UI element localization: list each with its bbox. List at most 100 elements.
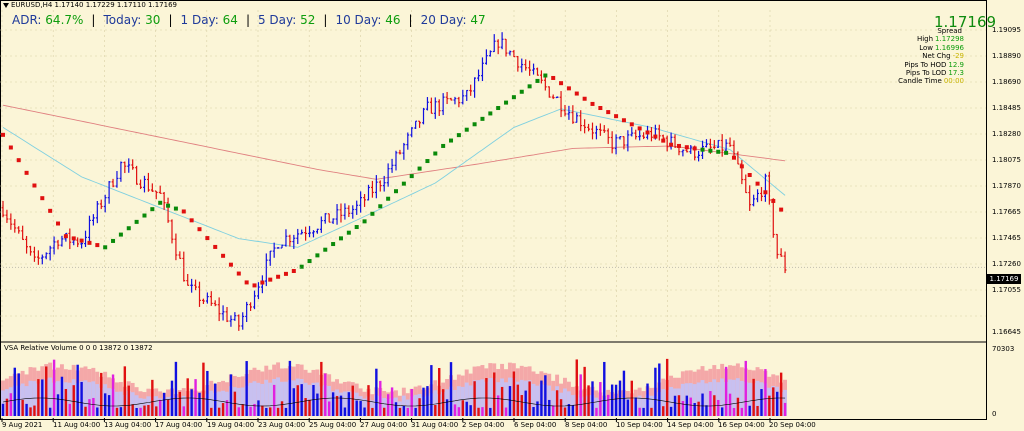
volume-bar: [736, 397, 740, 416]
volume-bar: [422, 387, 425, 416]
trend-dot: [394, 189, 398, 194]
trend-dot: [621, 118, 626, 123]
volume-bar: [76, 364, 79, 416]
volume-bar: [379, 380, 382, 416]
volume-average-bar: [276, 377, 281, 416]
time-axis-label: 25 Aug 04:00: [309, 421, 357, 429]
trend-dot: [354, 225, 359, 230]
volume-bar: [461, 400, 465, 416]
time-axis-label: 17 Aug 04:00: [155, 421, 203, 429]
time-axis-label: 2 Sep 04:00: [462, 421, 505, 429]
trend-dot: [103, 245, 108, 250]
volume-average-bar: [562, 388, 567, 416]
volume-bar: [595, 407, 598, 416]
volume-average-bar: [641, 398, 646, 416]
volume-bar: [618, 380, 622, 416]
volume-average-bar: [637, 395, 642, 416]
trend-dot: [56, 221, 61, 226]
volume-bar: [131, 404, 134, 416]
time-axis-label: 23 Aug 04:00: [258, 421, 306, 429]
volume-bar: [288, 360, 292, 416]
volume-bar: [119, 407, 123, 416]
trend-dot: [401, 181, 406, 186]
volume-bar: [489, 407, 492, 416]
trend-dot: [323, 247, 328, 252]
slow-moving-average: [2, 104, 786, 180]
volume-average-bar: [747, 382, 752, 416]
volume-bar: [355, 400, 358, 416]
volume-bar: [170, 380, 174, 416]
volume-bar: [300, 384, 303, 416]
trend-dot: [173, 206, 178, 211]
price-axis-label: 1.16645: [992, 328, 1021, 336]
volume-bar: [728, 393, 732, 416]
trend-dot: [158, 200, 163, 205]
trend-dot: [504, 100, 509, 105]
volume-average-bar: [327, 385, 332, 416]
volume-average-bar: [362, 398, 367, 416]
volume-bar: [575, 359, 578, 416]
volume-average-bar: [433, 390, 438, 416]
info-row: High 1.17298: [916, 35, 964, 44]
volume-bar: [524, 390, 527, 416]
trend-dot: [331, 242, 336, 247]
volume-average-bar: [413, 394, 418, 416]
volume-bar: [603, 361, 606, 416]
trend-dot: [181, 209, 186, 214]
volume-bar: [453, 404, 457, 416]
volume-average-bar: [283, 381, 288, 416]
volume-bar: [84, 406, 87, 416]
volume-bar: [768, 395, 771, 416]
volume-bar: [29, 407, 32, 416]
trend-dot: [771, 198, 776, 203]
volume-average-bar: [20, 383, 25, 416]
volume-bar: [96, 407, 99, 416]
volume-average-bar: [716, 382, 721, 416]
volume-average-bar: [268, 382, 273, 416]
volume-average-bar: [236, 387, 241, 416]
trend-dot: [370, 211, 375, 216]
trend-dot: [197, 227, 202, 232]
time-axis-label: 31 Aug 04:00: [411, 421, 459, 429]
volume-average-bar: [661, 389, 666, 416]
trend-dot: [409, 174, 414, 179]
volume-bar: [371, 407, 374, 416]
volume-bar: [159, 399, 162, 416]
volume-bar: [783, 402, 787, 416]
volume-bar: [386, 394, 390, 416]
volume-bar: [237, 407, 240, 416]
volume-bar: [284, 407, 288, 416]
volume-bar: [485, 378, 488, 416]
volume-bar: [638, 407, 641, 416]
volume-bar: [402, 405, 406, 416]
volume-bar: [614, 384, 618, 416]
volume-average-bar: [217, 391, 222, 416]
volume-bar: [414, 407, 417, 416]
volume-bar: [249, 406, 252, 416]
volume-bar: [571, 405, 575, 416]
volume-panel-title: VSA Relative Volume 0 0 0 13872 0 13872: [4, 344, 153, 352]
volume-bar: [677, 395, 681, 416]
trend-dot: [559, 81, 564, 86]
volume-bar: [178, 391, 182, 416]
volume-bar: [257, 400, 260, 416]
volume-bar: [665, 358, 669, 416]
trend-dot: [252, 283, 257, 288]
trend-dot: [684, 145, 689, 150]
volume-bar: [217, 407, 221, 416]
volume-bar: [186, 378, 189, 416]
volume-bar: [532, 407, 535, 416]
trend-dot: [527, 84, 532, 89]
symbol-line: EURUSD,H4 1.17140 1.17229 1.17110 1.1716…: [11, 1, 177, 9]
trend-dot: [574, 91, 579, 96]
volume-bar: [540, 380, 543, 416]
volume-bar: [469, 405, 472, 416]
trend-dot: [32, 183, 37, 188]
volume-bar: [630, 380, 633, 416]
current-price-tag: 1.17169: [987, 274, 1021, 284]
trend-dot: [87, 240, 92, 245]
trend-dot: [283, 271, 288, 276]
volume-average-bar: [720, 378, 725, 416]
